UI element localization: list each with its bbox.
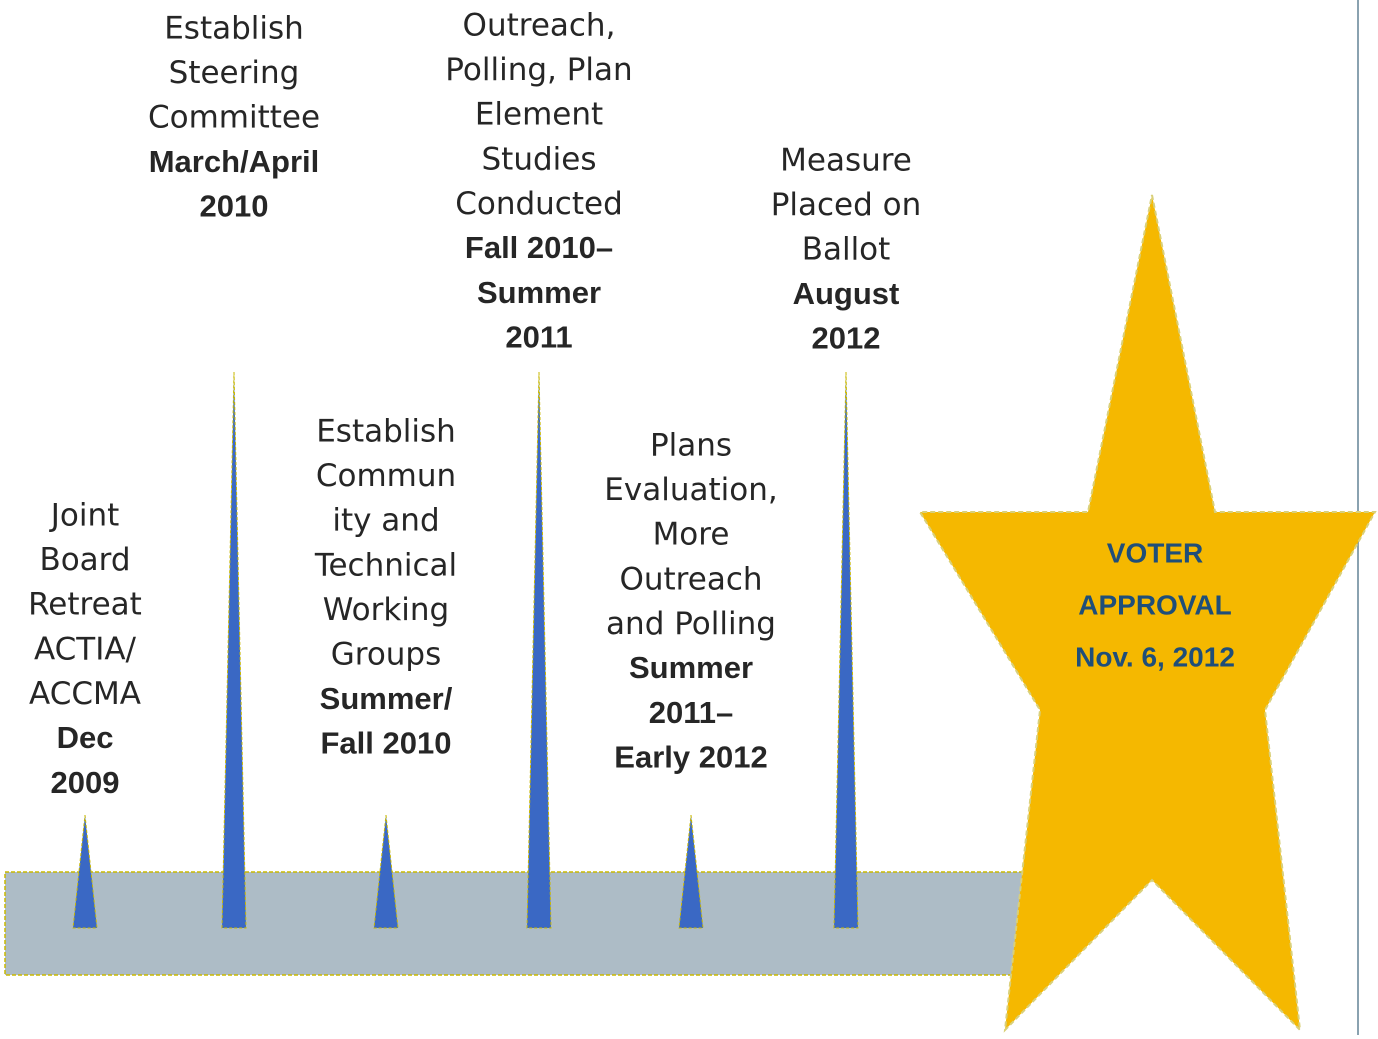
labels: Joint Board Retreat ACTIA/ACCMA Dec 2009 Estab… [28,8,1235,800]
spike [833,371,859,929]
milestone-date: 2011– [649,695,734,730]
milestone-description: Measure [780,143,912,179]
milestone-description: Board [39,542,130,578]
milestone-date: August [793,276,900,311]
spike [221,371,247,929]
milestone-date: Early 2012 [614,739,767,774]
milestone-description: Evaluation, [604,472,777,508]
milestone-date: Summer/ [320,681,453,716]
milestone-date: 2009 [51,765,120,800]
milestone-description: Conducted [455,186,623,222]
goal-text: VOTER [1107,537,1203,568]
milestone-description: ACTIA/ [34,631,137,667]
milestone-description: ity and [332,503,439,539]
milestone-description: Outreach, [463,8,616,44]
milestone-date: 2012 [812,321,881,356]
spike [373,814,399,929]
milestone-description: Placed on [771,187,922,223]
milestone-description: Joint [49,498,120,534]
milestone-description: Technical [314,547,457,583]
milestone-date: Dec [57,720,114,755]
milestone-date: Fall 2010 [321,725,452,760]
milestone-description: Studies [482,141,597,177]
spikes [72,371,859,929]
milestone-date: 2010 [200,189,269,224]
spike [72,814,98,929]
milestone-description: Establish [164,11,304,47]
milestone-description: Groups [331,637,442,673]
milestone-description: Working [323,592,449,628]
milestone-description: Committee [148,100,320,136]
milestone-date: Summer [629,650,753,685]
spike [678,814,704,929]
milestone-description: Plans [650,428,732,464]
milestone-description: More [653,517,730,553]
milestone-description: Polling, Plan [445,52,632,88]
milestone-date: Summer [477,275,601,310]
goal-star [918,194,1377,1033]
milestone-description: ACCMA [29,676,141,712]
milestone-description: Steering [169,55,300,91]
milestone-description: Retreat [28,587,142,623]
goal-text: Nov. 6, 2012 [1075,641,1235,672]
spike [526,371,552,929]
milestone-description: Outreach [619,561,762,597]
milestone-description: Commun [316,458,456,494]
goal-text: APPROVAL [1078,589,1232,620]
milestone-description: Establish [316,414,456,450]
milestone-date: March/April [149,144,320,179]
milestone-description: Ballot [802,232,891,268]
milestone-description: Element [475,97,603,133]
milestone-date: 2011 [505,319,572,354]
timeline-bar [4,871,1031,976]
milestone-description: and Polling [606,606,776,642]
milestone-date: Fall 2010– [465,230,613,265]
